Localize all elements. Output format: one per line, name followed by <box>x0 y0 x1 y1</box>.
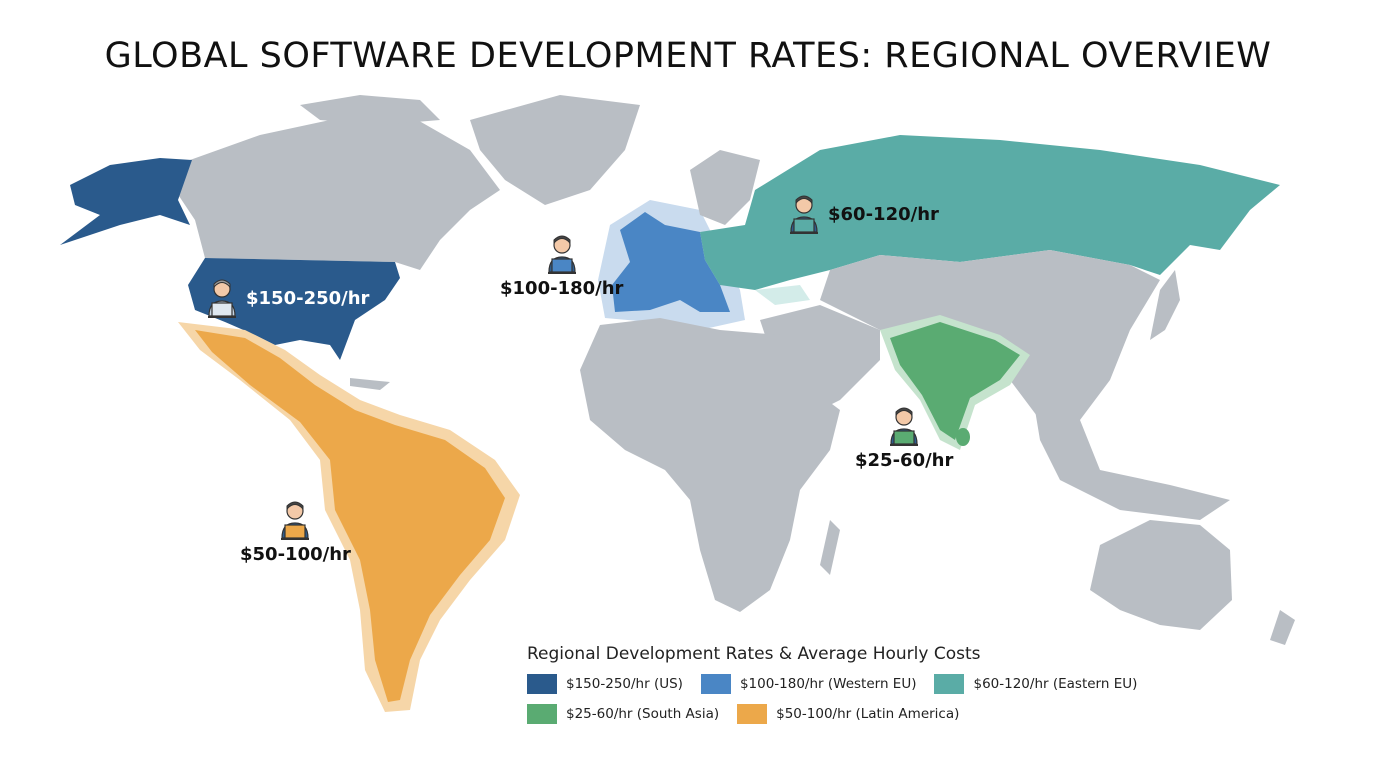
legend-swatch-latin-america <box>737 704 768 724</box>
legend-row: $150-250/hr (US) $100-180/hr (Western EU… <box>527 674 1137 694</box>
eastern-eu <box>700 135 1280 290</box>
legend-item-latin-america: $50-100/hr (Latin America) <box>737 704 959 724</box>
developer-laptop-icon <box>890 407 919 446</box>
legend-label-latin-america: $50-100/hr (Latin America) <box>776 706 960 722</box>
developer-laptop-icon <box>208 279 236 318</box>
legend-swatch-eastern-eu <box>934 674 965 694</box>
legend-swatch-western-eu <box>700 674 731 694</box>
legend-row: $25-60/hr (South Asia) $50-100/hr (Latin… <box>527 704 1137 724</box>
legend-label-western-eu: $100-180/hr (Western EU) <box>739 676 917 692</box>
legend-swatch-south-asia <box>527 704 557 724</box>
marker-south-asia[interactable]: $25-60/hr <box>855 404 953 471</box>
legend-label-us: $150-250/hr (US) <box>566 676 683 692</box>
legend-item-south-asia: $25-60/hr (South Asia) <box>527 704 719 724</box>
rate-label-eastern-eu: $60-120/hr <box>828 203 939 225</box>
rate-label-south-asia: $25-60/hr <box>855 450 954 471</box>
legend-label-eastern-eu: $60-120/hr (Eastern EU) <box>973 676 1138 692</box>
southeast-asia <box>1030 380 1230 520</box>
western-eu <box>612 212 730 312</box>
alaska <box>60 158 192 245</box>
usa <box>188 258 400 360</box>
developer-laptop-icon <box>790 195 818 234</box>
rate-label-western-eu: $100-180/hr <box>500 278 624 299</box>
rate-label-us: $150-250/hr <box>246 287 370 309</box>
marker-latin-america[interactable]: $50-100/hr <box>240 498 351 565</box>
legend-item-eastern-eu: $60-120/hr (Eastern EU) <box>934 674 1137 694</box>
scandinavia <box>690 150 760 225</box>
marker-us[interactable]: $150-250/hr <box>204 276 369 320</box>
canada <box>175 110 500 270</box>
legend-item-western-eu: $100-180/hr (Western EU) <box>700 674 917 694</box>
greenland <box>470 95 640 205</box>
legend-item-us: $150-250/hr (US) <box>527 674 683 694</box>
developer-laptop-icon <box>547 235 576 274</box>
africa <box>580 318 840 612</box>
marker-western-eu[interactable]: $100-180/hr <box>500 232 623 299</box>
legend: Regional Development Rates & Average Hou… <box>527 644 1137 734</box>
australia <box>1090 520 1232 630</box>
legend-swatch-us <box>527 674 557 694</box>
legend-label-south-asia: $25-60/hr (South Asia) <box>566 706 720 722</box>
marker-eastern-eu[interactable]: $60-120/hr <box>786 192 939 236</box>
map-title: GLOBAL SOFTWARE DEVELOPMENT RATES: REGIO… <box>104 36 1272 76</box>
developer-laptop-icon <box>281 501 310 540</box>
legend-title: Regional Development Rates & Average Hou… <box>527 644 981 664</box>
south-asia <box>890 322 1020 440</box>
rate-label-latin-america: $50-100/hr <box>240 544 351 565</box>
latin-america <box>195 330 505 702</box>
